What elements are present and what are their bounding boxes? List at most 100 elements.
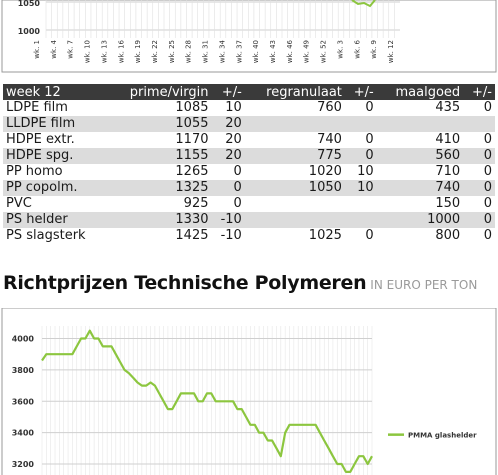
table-row: PP homo 1265 0 1020 10 710 0 <box>3 164 495 180</box>
x-tick-label: wk. 43 <box>269 40 277 63</box>
cell-prime-change: -10 <box>211 212 245 228</box>
cell-maalgoed-change: 0 <box>463 148 495 164</box>
cell-maalgoed: 435 <box>435 100 461 115</box>
cell-maalgoed: 150 <box>435 196 461 211</box>
y-tick-label: 3400 <box>12 429 35 438</box>
cell-maalgoed-change: 0 <box>483 196 492 211</box>
cell-maalgoed-change: 0 <box>463 180 495 196</box>
cell-prime: 1425 <box>175 228 209 243</box>
x-tick-label: wk. 19 <box>134 40 142 63</box>
cell-maalgoed-change: 0 <box>483 100 492 115</box>
cell-prime-change: 0 <box>233 164 242 179</box>
cell-prime: 1330 <box>107 212 212 228</box>
cell-maalgoed: 410 <box>435 132 461 147</box>
section-heading: Richtprijzen Technische Polymeren IN EURO… <box>3 272 477 294</box>
x-tick-label: wk. 37 <box>235 40 243 63</box>
section-subtitle: IN EURO PER TON <box>370 278 478 292</box>
col-header-maalgoed: maalgoed <box>376 84 464 100</box>
y-tick-label: 3800 <box>12 366 35 375</box>
cell-regranulaat-change: 0 <box>365 132 374 147</box>
x-tick-label: wk. 13 <box>100 40 108 63</box>
cell-prime-change: 0 <box>211 180 245 196</box>
x-tick-label: wk. 3 <box>336 40 344 59</box>
x-tick-label: wk. 1 <box>33 40 41 59</box>
cell-maalgoed-change: 0 <box>483 228 492 243</box>
cell-regranulaat: 775 <box>244 148 345 164</box>
x-tick-label: wk. 25 <box>168 40 176 63</box>
chart-frame <box>1 308 497 475</box>
row-name: PS slagsterk <box>6 228 86 243</box>
table-row: PS slagsterk 1425 -10 1025 0 800 0 <box>3 228 495 244</box>
row-name: HDPE spg. <box>3 148 108 164</box>
cell-regranulaat: 740 <box>317 132 342 147</box>
cell-prime: 1170 <box>175 132 209 147</box>
chart-frame <box>1 0 497 73</box>
x-tick-label: wk. 6 <box>353 39 361 58</box>
row-name: LDPE film <box>6 100 68 115</box>
x-tick-label: wk. 40 <box>252 40 260 63</box>
cell-regranulaat-change <box>344 212 377 228</box>
cell-prime: 925 <box>183 196 209 211</box>
y-tick-label: 3600 <box>12 397 35 406</box>
cell-maalgoed-change: 0 <box>483 164 492 179</box>
col-header-regranulaat-change: +/- <box>344 84 377 100</box>
cell-regranulaat: 760 <box>317 100 342 115</box>
x-tick-label: wk. 34 <box>218 39 226 63</box>
x-tick-label: wk. 22 <box>151 40 159 63</box>
y-tick-label: 1000 <box>18 27 41 36</box>
x-tick-label: wk. 49 <box>303 40 311 63</box>
table-row: PS helder 1330 -10 1000 0 <box>3 212 495 228</box>
cell-prime: 1265 <box>175 164 209 179</box>
cell-maalgoed-change <box>463 116 495 132</box>
cell-prime: 1155 <box>107 148 212 164</box>
table-row: LDPE film 1085 10 760 0 435 0 <box>3 100 495 116</box>
cell-regranulaat: 1025 <box>308 228 342 243</box>
cell-regranulaat-change: 10 <box>357 164 374 179</box>
cell-regranulaat-change <box>345 196 377 212</box>
row-name: PP homo <box>6 164 63 179</box>
col-header-prime-change: +/- <box>211 84 245 100</box>
cell-prime-change: 20 <box>211 116 245 132</box>
col-header-week: week 12 <box>3 84 108 100</box>
top-line-chart: 1050 1000 wk. 1 wk. 4 wk. 7 wk. 10 wk. 13 wk. 1… <box>1 0 497 73</box>
cell-maalgoed: 560 <box>376 148 464 164</box>
cell-maalgoed: 800 <box>435 228 461 243</box>
cell-prime: 1325 <box>107 180 212 196</box>
row-name: PP copolm. <box>3 180 108 196</box>
x-tick-label: wk. 16 <box>117 39 125 63</box>
cell-prime: 1085 <box>175 100 209 115</box>
y-tick-label: 4000 <box>12 335 35 344</box>
table-row: HDPE spg. 1155 20 775 0 560 0 <box>3 148 495 164</box>
table-header-row: week 12 prime/virgin +/- regranulaat +/-… <box>3 84 495 100</box>
pmma-price-chart: 4000 3800 3600 3400 3200 PMMA glashelder <box>1 308 497 475</box>
series-line <box>351 0 376 8</box>
cell-regranulaat <box>245 196 345 212</box>
legend-label: PMMA glashelder <box>408 432 477 440</box>
cell-prime-change: 20 <box>225 132 242 147</box>
cell-regranulaat: 1020 <box>308 164 342 179</box>
cell-maalgoed-change: 0 <box>483 132 492 147</box>
col-header-maalgoed-change: +/- <box>463 84 495 100</box>
table-row: PP copolm. 1325 0 1050 10 740 0 <box>3 180 495 196</box>
cell-regranulaat-change: 0 <box>344 148 377 164</box>
cell-regranulaat: 1050 <box>244 180 345 196</box>
cell-prime-change: -10 <box>220 228 242 243</box>
cell-maalgoed: 1000 <box>376 212 464 228</box>
x-tick-label: wk. 7 <box>67 40 75 59</box>
cell-prime-change: 10 <box>225 100 242 115</box>
cell-prime-change: 20 <box>211 148 245 164</box>
y-tick-label: 1050 <box>18 0 41 8</box>
cell-maalgoed <box>376 116 464 132</box>
row-name: HDPE extr. <box>6 132 75 147</box>
cell-maalgoed-change: 0 <box>463 212 495 228</box>
x-tick-label: wk. 28 <box>185 40 193 63</box>
x-tick-label: wk. 46 <box>286 39 294 63</box>
x-tick-label: wk. 9 <box>370 40 378 59</box>
table-row: HDPE extr. 1170 20 740 0 410 0 <box>3 132 495 148</box>
cell-prime: 1055 <box>107 116 212 132</box>
cell-regranulaat-change: 0 <box>365 100 374 115</box>
x-tick-label: wk. 10 <box>84 40 92 63</box>
section-title: Richtprijzen Technische Polymeren <box>3 272 367 294</box>
cell-maalgoed: 740 <box>376 180 464 196</box>
x-tick-label: wk. 4 <box>50 39 58 58</box>
